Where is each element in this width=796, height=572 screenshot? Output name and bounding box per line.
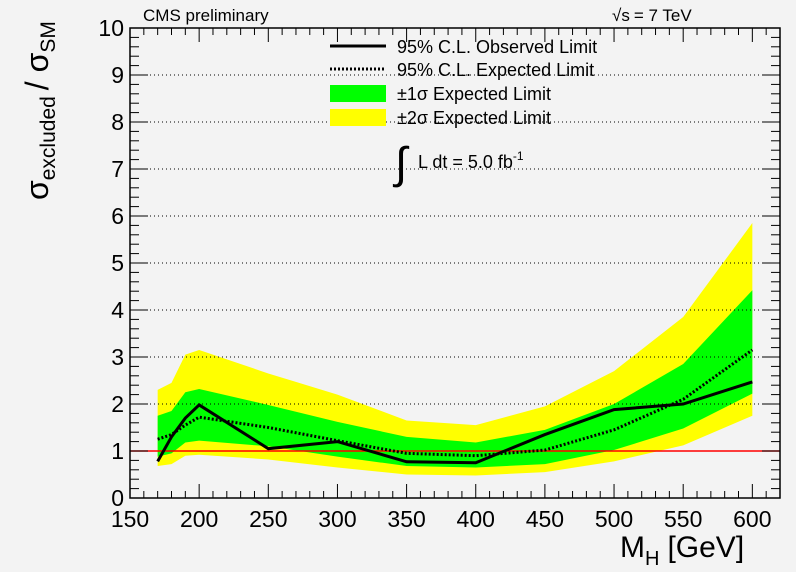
grid-lines bbox=[130, 74, 780, 452]
tick-labels: 150 200 250 300 350 400 450 500 550 600 0 1 2 3 4 5 6 7 8 9… bbox=[98, 15, 771, 532]
y-tick-label-10: 10 bbox=[98, 15, 124, 41]
y-tick-label-6: 6 bbox=[111, 203, 124, 229]
y-tick-label-0: 0 bbox=[111, 485, 124, 511]
x-axis-title: MH [GeV] bbox=[620, 531, 744, 570]
one-sigma-band bbox=[157, 290, 753, 468]
x-tick-label-450: 450 bbox=[526, 506, 564, 532]
legend-observed-label: 95% C.L. Observed Limit bbox=[397, 37, 597, 57]
legend-one-sigma-swatch bbox=[330, 85, 386, 102]
x-tick-label-350: 350 bbox=[387, 506, 425, 532]
expected-limit-line bbox=[157, 348, 754, 458]
y-tick-label-5: 5 bbox=[111, 250, 124, 276]
legend-two-sigma-label: ±2σ Expected Limit bbox=[397, 108, 551, 128]
integral-symbol: ∫ bbox=[392, 139, 410, 188]
x-tick-label-400: 400 bbox=[457, 506, 495, 532]
legend-two-sigma-swatch bbox=[330, 109, 386, 126]
x-tick-label-600: 600 bbox=[733, 506, 771, 532]
y-tick-label-8: 8 bbox=[111, 109, 124, 135]
luminosity-annotation: ∫ L dt = 5.0 fb-1 bbox=[392, 139, 524, 188]
x-tick-label-250: 250 bbox=[249, 506, 287, 532]
y-tick-label-9: 9 bbox=[111, 62, 124, 88]
header-right-label: √s = 7 TeV bbox=[612, 6, 692, 25]
axis-ticks bbox=[129, 27, 781, 499]
x-tick-label-200: 200 bbox=[180, 506, 218, 532]
y-tick-label-4: 4 bbox=[111, 297, 124, 323]
legend-expected-label: 95% C.L. Expected Limit bbox=[397, 60, 594, 80]
x-tick-label-500: 500 bbox=[595, 506, 633, 532]
y-axis-title: σexcluded/ σSM bbox=[19, 21, 60, 200]
x-tick-label-150: 150 bbox=[111, 506, 149, 532]
energy-label: = 7 TeV bbox=[634, 6, 692, 25]
y-tick-label-2: 2 bbox=[111, 391, 124, 417]
legend: 95% C.L. Observed Limit 95% C.L. Expecte… bbox=[330, 37, 597, 128]
luminosity-label: L dt = 5.0 fb-1 bbox=[418, 149, 524, 172]
header-left-label: CMS preliminary bbox=[143, 6, 269, 25]
y-tick-label-3: 3 bbox=[111, 344, 124, 370]
one-sigma-band-layer bbox=[157, 290, 753, 468]
observed-limit-line bbox=[156, 380, 753, 465]
x-tick-label-300: 300 bbox=[318, 506, 356, 532]
legend-one-sigma-label: ±1σ Expected Limit bbox=[397, 84, 551, 104]
series-layer bbox=[156, 348, 754, 465]
y-tick-label-1: 1 bbox=[111, 438, 124, 464]
y-tick-label-7: 7 bbox=[111, 156, 124, 182]
sqrt-s-symbol: √s bbox=[612, 6, 630, 25]
x-tick-label-550: 550 bbox=[664, 506, 702, 532]
